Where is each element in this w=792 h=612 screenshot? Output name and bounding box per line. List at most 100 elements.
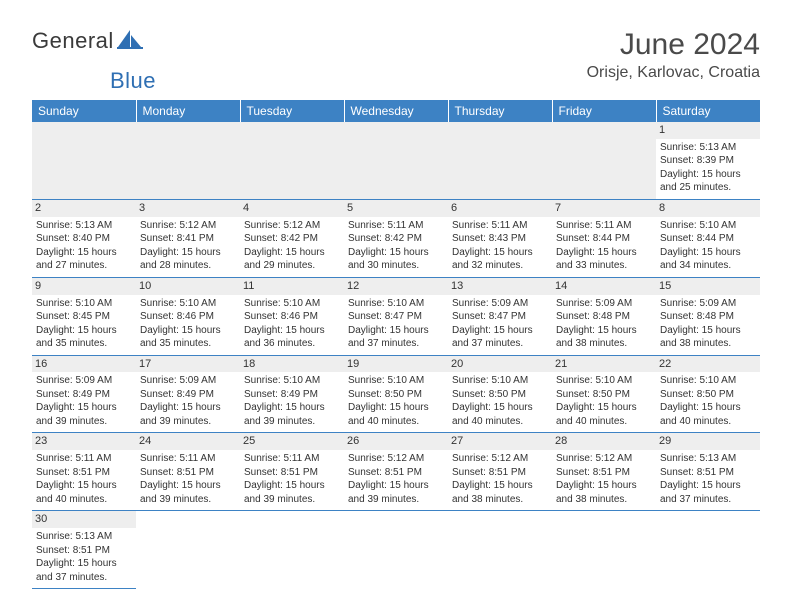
calendar-day-cell: 1Sunrise: 5:13 AMSunset: 8:39 PMDaylight… [656,122,760,199]
daylight-text: Daylight: 15 hours [556,246,652,260]
daylight-text: and 39 minutes. [140,415,236,429]
calendar-day-cell: 28Sunrise: 5:12 AMSunset: 8:51 PMDayligh… [552,433,656,511]
daylight-text: Daylight: 15 hours [660,246,756,260]
sunset-text: Sunset: 8:42 PM [348,232,444,246]
daylight-text: Daylight: 15 hours [452,479,548,493]
sunset-text: Sunset: 8:41 PM [140,232,236,246]
sunset-text: Sunset: 8:51 PM [452,466,548,480]
calendar-empty-cell [656,511,760,589]
sunset-text: Sunset: 8:51 PM [140,466,236,480]
calendar-empty-cell [552,122,656,199]
sunrise-text: Sunrise: 5:12 AM [140,219,236,233]
daylight-text: and 37 minutes. [36,571,132,585]
calendar-day-cell: 7Sunrise: 5:11 AMSunset: 8:44 PMDaylight… [552,199,656,277]
sunset-text: Sunset: 8:51 PM [36,544,132,558]
sunrise-text: Sunrise: 5:11 AM [244,452,340,466]
day-header: Saturday [656,100,760,122]
calendar-table: SundayMondayTuesdayWednesdayThursdayFrid… [32,100,760,589]
day-number: 29 [656,433,760,450]
calendar-day-cell: 12Sunrise: 5:10 AMSunset: 8:47 PMDayligh… [344,277,448,355]
day-number: 19 [344,356,448,373]
daylight-text: and 29 minutes. [244,259,340,273]
day-number: 10 [136,278,240,295]
page-root: General June 2024 Orisje, Karlovac, Croa… [0,0,792,589]
daylight-text: and 38 minutes. [556,493,652,507]
day-number: 18 [240,356,344,373]
calendar-day-cell: 15Sunrise: 5:09 AMSunset: 8:48 PMDayligh… [656,277,760,355]
daylight-text: and 40 minutes. [660,415,756,429]
calendar-body: 1Sunrise: 5:13 AMSunset: 8:39 PMDaylight… [32,122,760,589]
calendar-week-row: 1Sunrise: 5:13 AMSunset: 8:39 PMDaylight… [32,122,760,199]
calendar-day-cell: 25Sunrise: 5:11 AMSunset: 8:51 PMDayligh… [240,433,344,511]
sunrise-text: Sunrise: 5:09 AM [556,297,652,311]
calendar-day-cell: 9Sunrise: 5:10 AMSunset: 8:45 PMDaylight… [32,277,136,355]
sunrise-text: Sunrise: 5:13 AM [36,530,132,544]
sunset-text: Sunset: 8:47 PM [348,310,444,324]
day-number: 3 [136,200,240,217]
sunrise-text: Sunrise: 5:10 AM [36,297,132,311]
daylight-text: Daylight: 15 hours [348,246,444,260]
sunset-text: Sunset: 8:44 PM [660,232,756,246]
sunrise-text: Sunrise: 5:10 AM [348,374,444,388]
daylight-text: and 25 minutes. [660,181,756,195]
calendar-day-cell: 6Sunrise: 5:11 AMSunset: 8:43 PMDaylight… [448,199,552,277]
calendar-empty-cell [448,511,552,589]
sunset-text: Sunset: 8:49 PM [244,388,340,402]
calendar-day-cell: 8Sunrise: 5:10 AMSunset: 8:44 PMDaylight… [656,199,760,277]
calendar-empty-cell [136,511,240,589]
calendar-day-cell: 20Sunrise: 5:10 AMSunset: 8:50 PMDayligh… [448,355,552,433]
day-number: 17 [136,356,240,373]
sunset-text: Sunset: 8:50 PM [348,388,444,402]
daylight-text: Daylight: 15 hours [452,401,548,415]
calendar-day-cell: 24Sunrise: 5:11 AMSunset: 8:51 PMDayligh… [136,433,240,511]
calendar-empty-cell [552,511,656,589]
daylight-text: Daylight: 15 hours [244,246,340,260]
daylight-text: and 35 minutes. [36,337,132,351]
daylight-text: Daylight: 15 hours [556,479,652,493]
sunrise-text: Sunrise: 5:11 AM [452,219,548,233]
calendar-day-cell: 5 Sunrise: 5:11 AMSunset: 8:42 PMDaylight… [344,199,448,277]
day-header: Friday [552,100,656,122]
daylight-text: and 39 minutes. [348,493,444,507]
sunset-text: Sunset: 8:42 PM [244,232,340,246]
calendar-week-row: 30Sunrise: 5:13 AMSunset: 8:51 PMDayligh… [32,511,760,589]
day-number: 15 [656,278,760,295]
day-header-row: SundayMondayTuesdayWednesdayThursdayFrid… [32,100,760,122]
daylight-text: and 39 minutes. [36,415,132,429]
brand-name-part2: Blue [110,68,156,93]
brand-logo: General [32,28,145,54]
sunrise-text: Sunrise: 5:12 AM [556,452,652,466]
day-number: 4 [240,200,344,217]
day-number: 12 [344,278,448,295]
sunset-text: Sunset: 8:50 PM [452,388,548,402]
sunset-text: Sunset: 8:47 PM [452,310,548,324]
calendar-empty-cell [344,511,448,589]
daylight-text: and 39 minutes. [244,415,340,429]
calendar-day-cell: 2Sunrise: 5:13 AMSunset: 8:40 PMDaylight… [32,199,136,277]
day-number: 27 [448,433,552,450]
daylight-text: Daylight: 15 hours [556,401,652,415]
sunrise-text: Sunrise: 5:11 AM [36,452,132,466]
day-number: 21 [552,356,656,373]
sunrise-text: Sunrise: 5:10 AM [556,374,652,388]
sunrise-text: Sunrise: 5:10 AM [244,297,340,311]
day-number: 13 [448,278,552,295]
sunrise-text: Sunrise: 5:10 AM [140,297,236,311]
sail-icon [117,29,143,54]
day-number: 7 [552,200,656,217]
daylight-text: Daylight: 15 hours [140,246,236,260]
sunrise-text: Sunrise: 5:13 AM [660,452,756,466]
calendar-day-cell: 16Sunrise: 5:09 AMSunset: 8:49 PMDayligh… [32,355,136,433]
sunrise-text: Sunrise: 5:13 AM [36,219,132,233]
daylight-text: and 34 minutes. [660,259,756,273]
day-number: 30 [32,511,136,528]
daylight-text: Daylight: 15 hours [244,324,340,338]
calendar-empty-cell [240,122,344,199]
day-number: 5 [344,200,448,217]
daylight-text: and 40 minutes. [348,415,444,429]
daylight-text: Daylight: 15 hours [36,401,132,415]
daylight-text: and 38 minutes. [452,493,548,507]
sunrise-text: Sunrise: 5:11 AM [348,219,444,233]
calendar-week-row: 2Sunrise: 5:13 AMSunset: 8:40 PMDaylight… [32,199,760,277]
daylight-text: and 32 minutes. [452,259,548,273]
